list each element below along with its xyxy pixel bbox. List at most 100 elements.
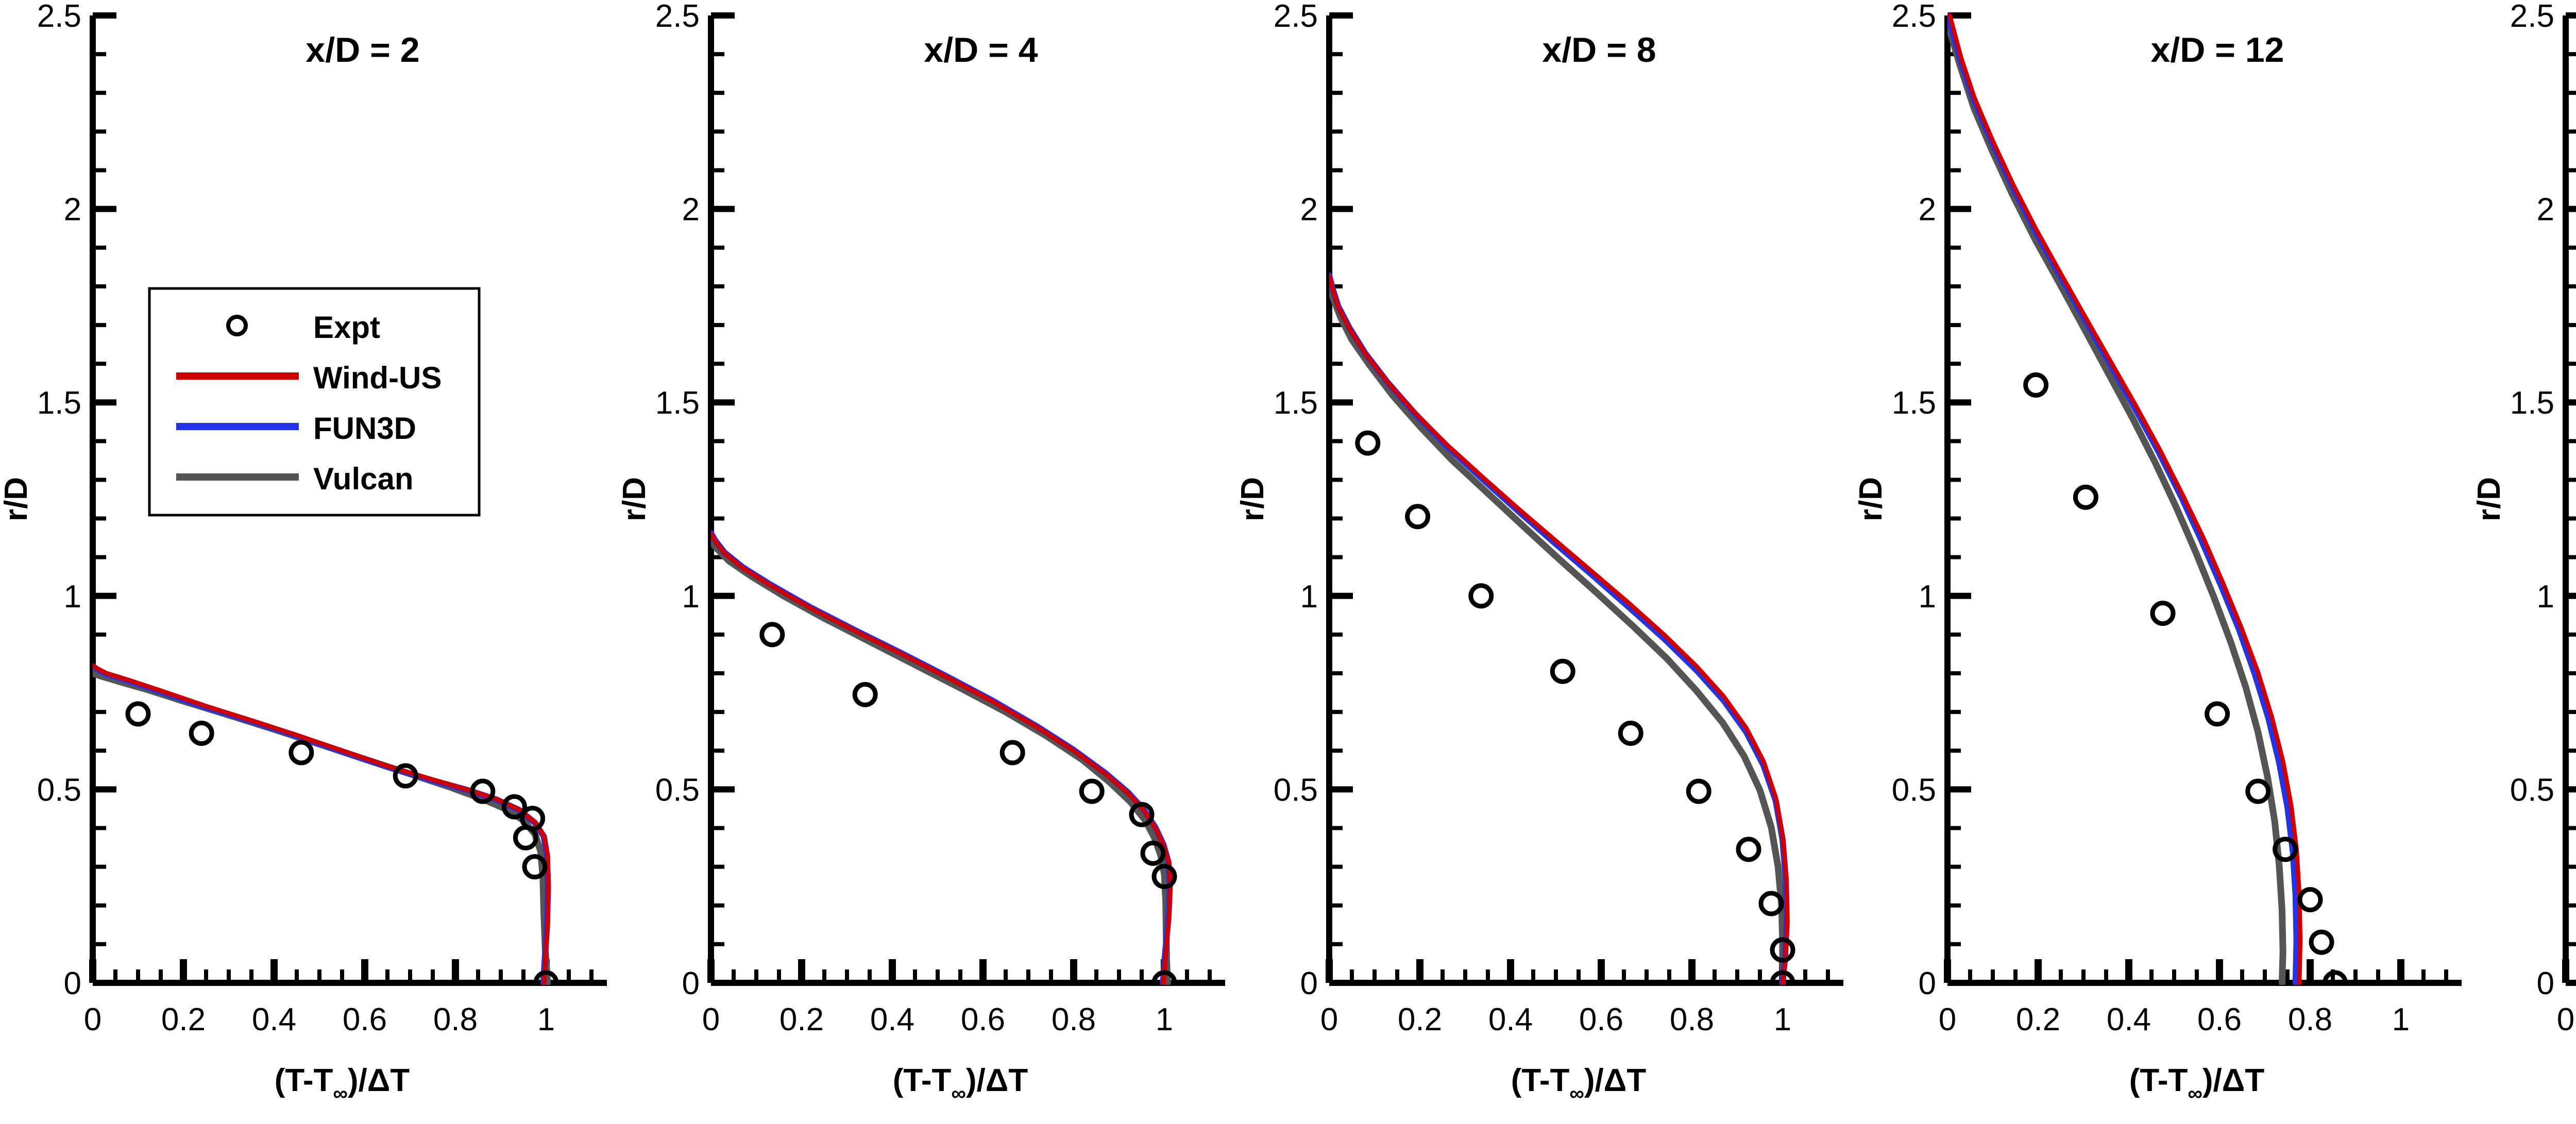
y-axis-title: r/D <box>1236 477 1270 521</box>
expt-data-point <box>1550 658 1575 684</box>
expt-data-point <box>1736 837 1761 862</box>
series-line-vulcan <box>711 538 1171 985</box>
panel-title: x/D = 12 <box>2151 30 2284 70</box>
legend-label-wind-us: Wind-US <box>313 361 442 395</box>
y-tick-label: 1.5 <box>2510 385 2554 421</box>
x-tick-label: 1 <box>1774 1002 1791 1037</box>
x-tick-label: 0.2 <box>1398 1002 1442 1037</box>
expt-data-point <box>852 682 878 707</box>
x-axis-title: (T-T∞)/ΔT <box>1511 1063 1647 1105</box>
panel-2: 0 0.5 1 1.5 2 2.5 0 0.2 0.4 0.6 0.8 1 x/D = 4 r/D (T-T… <box>618 0 1236 1124</box>
x-tick-label: 0.6 <box>343 1002 387 1037</box>
series-line-vulcan <box>1329 283 1786 985</box>
x-tick-label: 0.2 <box>161 1002 206 1037</box>
x-tick-label: 0.8 <box>2288 1002 2332 1037</box>
expt-data-point <box>533 970 559 985</box>
x-axis-title: (T-T∞)/ΔT <box>275 1063 410 1105</box>
y-tick-label: 0 <box>1919 966 1936 1001</box>
x-axis-title-main: (T-T <box>2129 1063 2188 1098</box>
x-tick-label: 0.4 <box>252 1002 296 1037</box>
y-tick-label: 2 <box>682 192 700 228</box>
expt-data-point <box>1151 970 1177 985</box>
series-line-fun3d <box>1329 272 1790 985</box>
expt-data-point <box>1758 891 1784 916</box>
x-tick-label: 0 <box>1320 1002 1338 1037</box>
expt-data-point <box>1686 778 1711 804</box>
x-axis-title-subscript: ∞ <box>1569 1082 1584 1105</box>
legend-label-fun3d: FUN3D <box>313 411 416 446</box>
y-tick-label: 2.5 <box>655 0 700 34</box>
expt-data-point <box>1770 970 1795 985</box>
x-tick-label: 0 <box>702 1002 720 1037</box>
legend: Expt Wind-US FUN3D Vulcan <box>148 287 481 517</box>
x-tick-label: 0.6 <box>2197 1002 2242 1037</box>
y-tick-label: 0.5 <box>1274 772 1318 808</box>
expt-data-point <box>1355 430 1381 456</box>
expt-data-point <box>2150 601 2176 626</box>
expt-data-point <box>1140 840 1166 866</box>
x-tick-label: 0 <box>1939 1002 1956 1037</box>
x-tick-label: 0.4 <box>1488 1002 1533 1037</box>
panel-4: 0 0.5 1 1.5 2 2.5 0 0.2 0.4 0.6 0.8 1 x/D = 12 r/D (T-… <box>1855 0 2473 1124</box>
y-tick-label: 0 <box>2537 966 2554 1001</box>
x-tick-label: 0.8 <box>433 1002 478 1037</box>
series-group <box>93 663 559 985</box>
y-tick-label: 2 <box>2537 192 2554 228</box>
panel-1: 0 0.5 1 1.5 2 2.5 0 0.2 0.4 0.6 0.8 1 x/D = 2 r/D (T-T… <box>0 0 618 1124</box>
y-tick-label: 1 <box>64 579 81 615</box>
expt-data-point <box>125 701 151 727</box>
legend-marker-expt <box>226 315 248 336</box>
x-axis-title: (T-T∞)/ΔT <box>893 1063 1028 1105</box>
panel-title: x/D = 2 <box>306 30 419 70</box>
y-tick-label: 0.5 <box>655 772 700 808</box>
y-tick-label: 0 <box>64 966 81 1001</box>
y-tick-label: 0.5 <box>1892 772 1936 808</box>
x-axis-title: (T-T∞)/ΔT <box>2129 1063 2265 1105</box>
panel-plot-5: 00.511.522.500.20.40.60.81x/D = 16r/D(T-… <box>2473 0 2576 1037</box>
y-axis-title: r/D <box>2473 477 2507 521</box>
expt-data-point <box>289 740 314 765</box>
expt-data-point <box>2322 970 2348 985</box>
x-tick-label: 0.2 <box>779 1002 824 1037</box>
expt-data-point <box>522 854 548 880</box>
expt-data-point <box>999 740 1025 765</box>
x-axis-title-tail: )/ΔT <box>1584 1063 1646 1098</box>
series-line-vulcan <box>1947 20 2286 985</box>
x-axis-title-subscript: ∞ <box>2188 1082 2202 1105</box>
panel-3: 0 0.5 1 1.5 2 2.5 0 0.2 0.4 0.6 0.8 1 x/D = 8 r/D (T-T… <box>1236 0 1855 1124</box>
expt-data-point <box>2205 701 2230 727</box>
series-group <box>711 530 1177 985</box>
y-tick-label: 0 <box>682 966 700 1001</box>
expt-data-point <box>2073 484 2098 510</box>
x-tick-label: 0.2 <box>2016 1002 2060 1037</box>
y-tick-label: 2.5 <box>1274 0 1318 34</box>
series-line-wind-us <box>711 532 1173 985</box>
x-axis-title-tail: )/ΔT <box>348 1063 410 1098</box>
y-tick-label: 2 <box>1919 192 1936 228</box>
y-tick-label: 2 <box>64 192 81 228</box>
y-tick-label: 1.5 <box>655 385 700 421</box>
x-tick-label: 1 <box>2392 1002 2410 1037</box>
x-axis-title-main: (T-T <box>1511 1063 1570 1098</box>
legend-label-expt: Expt <box>313 310 380 345</box>
expt-data-point <box>2273 837 2298 862</box>
panel-5: 00.511.522.500.20.40.60.81x/D = 16r/D(T-… <box>2473 0 2576 1124</box>
expt-data-point <box>189 720 214 746</box>
x-tick-label: 0.8 <box>1670 1002 1714 1037</box>
expt-data-point <box>1405 504 1431 530</box>
y-tick-label: 1 <box>1300 579 1318 615</box>
expt-data-point <box>1618 720 1643 746</box>
expt-data-point <box>1468 583 1494 609</box>
x-axis-title-subscript: ∞ <box>951 1082 966 1105</box>
y-tick-label: 1.5 <box>37 385 81 421</box>
expt-data-point <box>1151 863 1177 889</box>
y-axis-title: r/D <box>1855 477 1889 521</box>
x-axis-title-tail: )/ΔT <box>2202 1063 2264 1098</box>
expt-data-point <box>2245 778 2271 804</box>
x-tick-label: 0.8 <box>1052 1002 1096 1037</box>
expt-data-point <box>2023 372 2049 398</box>
y-tick-label: 2.5 <box>2510 0 2554 34</box>
x-axis-title-main: (T-T <box>275 1063 333 1098</box>
panel-plot-4: 0 0.5 1 1.5 2 2.5 0 0.2 0.4 0.6 0.8 1 x/D = 12 r/D (T-… <box>1855 0 2462 1105</box>
